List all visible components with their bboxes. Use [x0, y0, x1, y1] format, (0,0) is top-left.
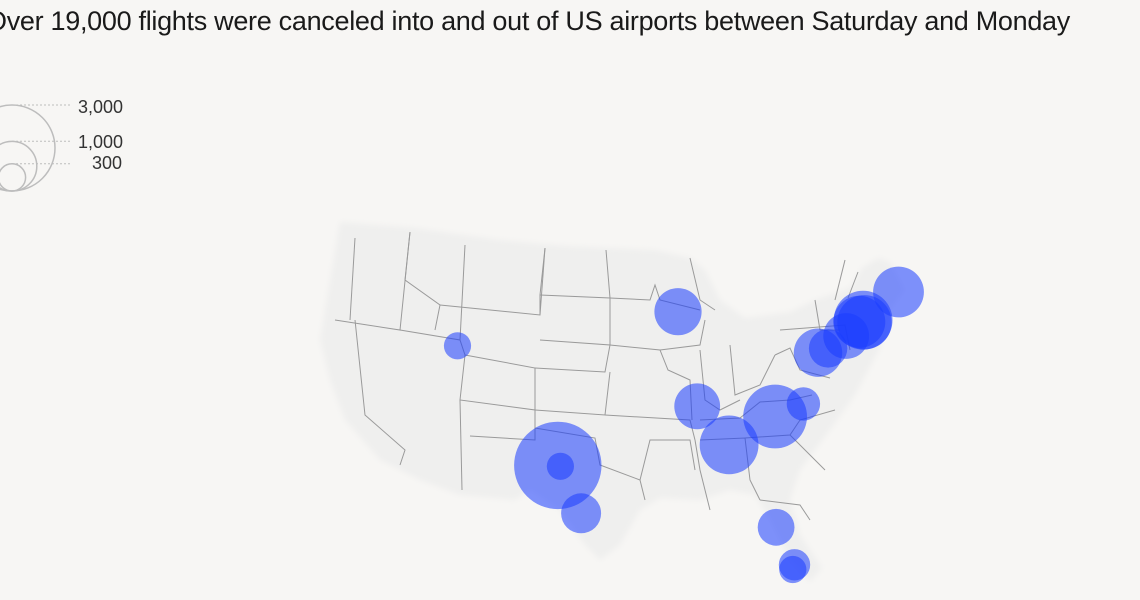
- airport-bubble-atlanta[interactable]: [699, 415, 759, 475]
- us-land-shape: [320, 222, 905, 582]
- airport-bubble-boston[interactable]: [873, 266, 924, 318]
- airport-bubble-houston[interactable]: [561, 493, 602, 534]
- legend-label-300: 300: [92, 153, 123, 173]
- us-landmass: [320, 222, 905, 582]
- airport-bubble-chicago[interactable]: [654, 288, 702, 336]
- airport-bubble-nashville[interactable]: [674, 383, 721, 430]
- airport-bubbles: [443, 266, 924, 584]
- legend-label-1000: 1,000: [78, 132, 124, 152]
- airport-bubble-raleigh-durham[interactable]: [786, 387, 821, 421]
- airport-bubble-miami[interactable]: [779, 555, 807, 584]
- airport-bubble-denver[interactable]: [443, 332, 472, 360]
- airport-bubble-new-york-jfk[interactable]: [837, 295, 892, 350]
- airport-bubble-orlando[interactable]: [757, 508, 795, 546]
- airport-bubble-dallas-love-field[interactable]: [546, 452, 575, 480]
- size-legend: 3,000 1,000 300: [0, 90, 140, 205]
- size-legend-circles: [0, 104, 70, 192]
- chart-title: Over 19,000 flights were canceled into a…: [0, 6, 1070, 36]
- legend-label-3000: 3,000: [78, 97, 124, 117]
